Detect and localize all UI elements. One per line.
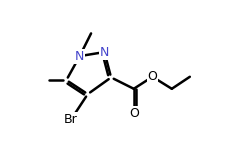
Text: N: N [75, 50, 84, 63]
Text: Br: Br [64, 113, 78, 126]
Text: O: O [129, 107, 139, 120]
Text: N: N [100, 46, 109, 59]
Text: O: O [148, 70, 157, 83]
